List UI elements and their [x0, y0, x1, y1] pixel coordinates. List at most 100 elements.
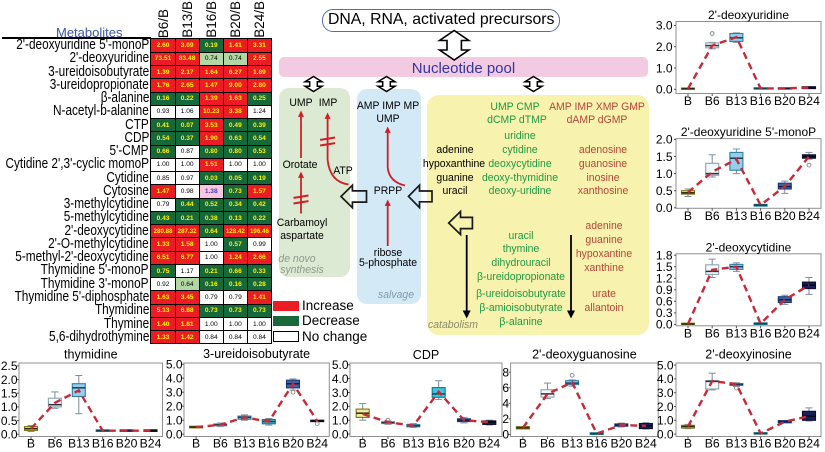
- svg-text:B24: B24: [798, 209, 820, 223]
- svg-text:2'-deoxyuridine 5'-monoP: 2'-deoxyuridine 5'-monoP: [681, 125, 816, 139]
- svg-text:1.0: 1.0: [1, 400, 18, 414]
- svg-text:1.0: 1.0: [656, 61, 673, 75]
- svg-text:B: B: [192, 437, 200, 451]
- svg-text:1.2: 1.2: [656, 272, 673, 286]
- svg-text:B: B: [684, 437, 692, 451]
- svg-text:2.0: 2.0: [657, 400, 674, 414]
- svg-text:0.5: 0.5: [656, 184, 673, 198]
- svg-text:B: B: [684, 94, 692, 108]
- svg-text:2'-deoxyinosine: 2'-deoxyinosine: [705, 348, 792, 362]
- svg-text:2'-deoxyguanosine: 2'-deoxyguanosine: [532, 348, 637, 362]
- svg-text:B: B: [684, 209, 692, 223]
- svg-text:B6: B6: [705, 209, 720, 223]
- svg-text:4.0: 4.0: [166, 372, 183, 386]
- svg-text:B: B: [27, 437, 35, 451]
- svg-text:4: 4: [502, 397, 509, 411]
- svg-text:B: B: [684, 326, 692, 340]
- svg-text:0.0: 0.0: [332, 427, 349, 441]
- svg-text:1.0: 1.0: [657, 414, 674, 428]
- svg-text:3.0: 3.0: [657, 386, 674, 400]
- svg-text:B16: B16: [750, 437, 772, 451]
- svg-text:0.9: 0.9: [656, 283, 673, 297]
- svg-text:B20: B20: [282, 437, 304, 451]
- svg-text:0.5: 0.5: [1, 414, 18, 428]
- svg-text:CDP: CDP: [413, 348, 439, 362]
- svg-text:B13: B13: [561, 437, 583, 451]
- svg-text:B6: B6: [705, 326, 720, 340]
- svg-text:1.5: 1.5: [656, 260, 673, 274]
- svg-text:3.0: 3.0: [656, 19, 673, 33]
- svg-text:B24: B24: [798, 326, 820, 340]
- svg-text:1.5: 1.5: [1, 387, 18, 401]
- svg-text:B13: B13: [726, 326, 748, 340]
- svg-text:0.6: 0.6: [656, 295, 673, 309]
- svg-text:B24: B24: [635, 437, 657, 451]
- svg-text:1.5: 1.5: [656, 150, 673, 164]
- svg-text:B24: B24: [798, 437, 820, 451]
- svg-text:B6: B6: [47, 437, 62, 451]
- svg-text:1.0: 1.0: [656, 167, 673, 181]
- svg-text:B13: B13: [68, 437, 90, 451]
- svg-text:B13: B13: [402, 437, 424, 451]
- svg-text:B24: B24: [798, 94, 820, 108]
- svg-text:2'-deoxycytidine: 2'-deoxycytidine: [706, 240, 792, 254]
- svg-text:3.0: 3.0: [166, 386, 183, 400]
- svg-text:4.0: 4.0: [332, 372, 349, 386]
- svg-text:B13: B13: [726, 209, 748, 223]
- svg-text:B24: B24: [306, 437, 328, 451]
- svg-text:B16: B16: [750, 326, 772, 340]
- svg-text:B16: B16: [428, 437, 450, 451]
- svg-text:0.0: 0.0: [656, 201, 673, 215]
- svg-text:B6: B6: [540, 437, 555, 451]
- svg-text:B16: B16: [586, 437, 608, 451]
- svg-text:2: 2: [502, 412, 509, 426]
- svg-text:B6: B6: [381, 437, 396, 451]
- svg-text:0: 0: [502, 428, 509, 442]
- svg-text:B16: B16: [750, 209, 772, 223]
- svg-text:2'-deoxyuridine: 2'-deoxyuridine: [708, 8, 789, 22]
- svg-text:5.0: 5.0: [166, 358, 183, 372]
- svg-text:2.0: 2.0: [656, 133, 673, 147]
- svg-text:2.0: 2.0: [166, 400, 183, 414]
- svg-text:0.0: 0.0: [656, 83, 673, 97]
- svg-text:B13: B13: [726, 437, 748, 451]
- svg-text:B6: B6: [705, 437, 720, 451]
- svg-text:0.0: 0.0: [166, 428, 183, 442]
- svg-text:B20: B20: [774, 94, 796, 108]
- svg-text:B16: B16: [258, 437, 280, 451]
- svg-text:5.0: 5.0: [332, 358, 349, 372]
- svg-text:B20: B20: [774, 326, 796, 340]
- svg-text:5.0: 5.0: [657, 358, 674, 372]
- svg-text:0.3: 0.3: [656, 306, 673, 320]
- svg-text:3-ureidoisobutyrate: 3-ureidoisobutyrate: [203, 347, 310, 361]
- svg-text:1.8: 1.8: [656, 249, 673, 263]
- svg-text:B24: B24: [140, 437, 162, 451]
- svg-text:B20: B20: [774, 209, 796, 223]
- svg-text:B20: B20: [453, 437, 475, 451]
- svg-text:B: B: [359, 437, 367, 451]
- svg-text:2.0: 2.0: [1, 373, 18, 387]
- svg-text:1.0: 1.0: [332, 414, 349, 428]
- svg-text:B6: B6: [705, 94, 720, 108]
- svg-text:0.0: 0.0: [656, 318, 673, 332]
- svg-text:8: 8: [502, 366, 509, 380]
- svg-text:B: B: [519, 437, 527, 451]
- svg-text:6: 6: [502, 381, 509, 395]
- svg-text:thymidine: thymidine: [64, 348, 118, 362]
- svg-text:2.0: 2.0: [332, 400, 349, 414]
- svg-text:B20: B20: [610, 437, 632, 451]
- svg-text:B16: B16: [750, 94, 772, 108]
- svg-text:0.0: 0.0: [1, 428, 18, 442]
- svg-text:4.0: 4.0: [657, 372, 674, 386]
- svg-text:2.0: 2.0: [656, 40, 673, 54]
- svg-text:B13: B13: [234, 437, 256, 451]
- svg-text:B20: B20: [116, 437, 138, 451]
- svg-text:3.0: 3.0: [332, 386, 349, 400]
- svg-text:B24: B24: [478, 437, 500, 451]
- svg-text:1.0: 1.0: [166, 414, 183, 428]
- svg-text:B13: B13: [726, 94, 748, 108]
- svg-text:2.5: 2.5: [1, 359, 18, 373]
- svg-text:B16: B16: [92, 437, 114, 451]
- svg-text:B20: B20: [774, 437, 796, 451]
- svg-text:0.0: 0.0: [657, 427, 674, 441]
